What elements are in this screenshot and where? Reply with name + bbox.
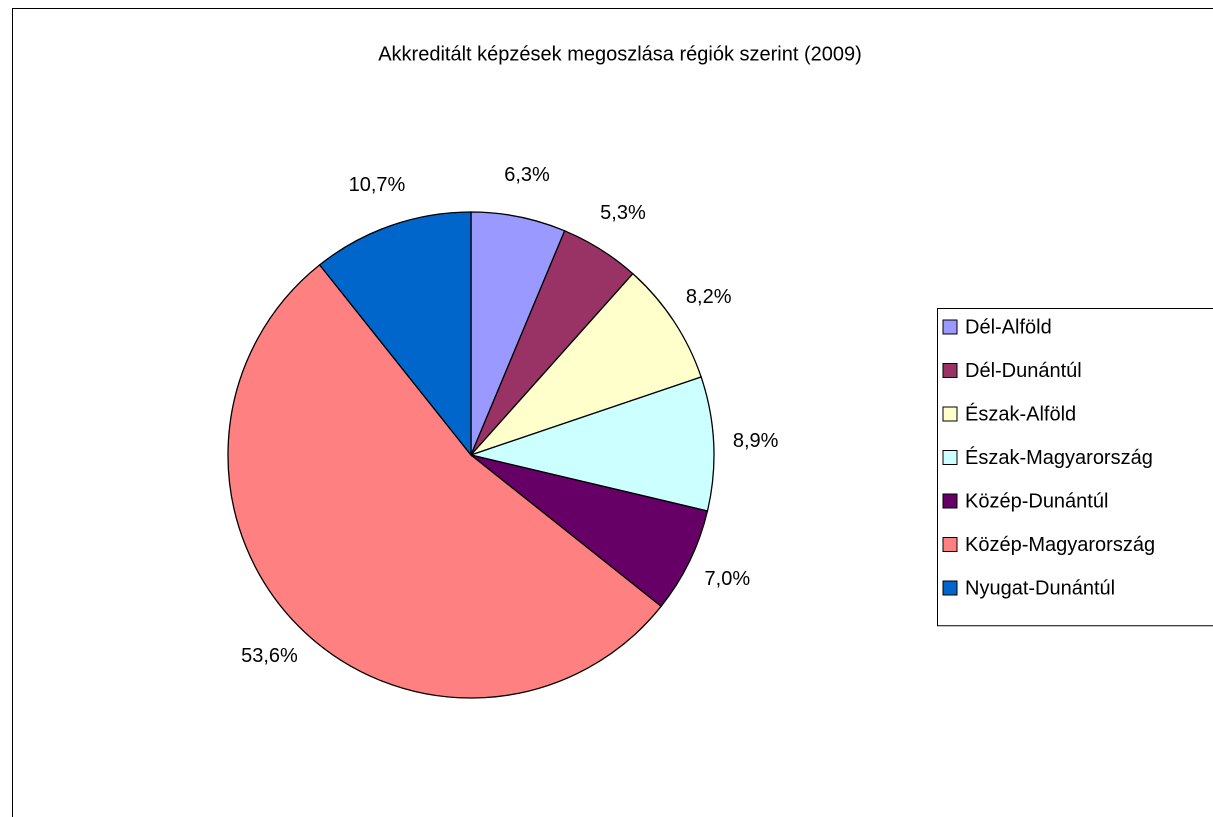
data-label: 5,3% [600, 202, 646, 224]
data-label: 53,6% [241, 645, 298, 667]
pie-slice [468, 272, 702, 457]
pie-slice [227, 263, 663, 699]
data-label: 7,0% [705, 568, 751, 590]
legend-swatch [942, 450, 958, 465]
legend-label: Dél-Alföld [965, 316, 1052, 338]
legend-label: Nyugat-Dunántúl [965, 577, 1115, 599]
legend-swatch [942, 493, 958, 509]
pie-slice [468, 376, 715, 512]
chart-title: Akkreditált képzések megoszlása régiók s… [378, 43, 862, 65]
data-label: 8,9% [733, 430, 779, 452]
data-label: 8,2% [686, 286, 732, 308]
legend-label: Közép-Dunántúl [965, 490, 1108, 512]
legend-label: Dél-Dunántúl [965, 360, 1082, 382]
legend-box [937, 308, 1213, 627]
pie-slice [470, 454, 709, 608]
legend-swatch [942, 363, 958, 378]
legend-swatch [942, 319, 958, 335]
legend-swatch [942, 537, 958, 552]
legend-swatch [942, 406, 958, 422]
legend-swatch [942, 580, 958, 596]
data-label: 10,7% [349, 174, 406, 196]
legend-label: Észak-Alföld [965, 402, 1076, 425]
legend-label: Közép-Magyarország [965, 534, 1155, 556]
data-label: 6,3% [504, 164, 550, 186]
pie-slice [318, 211, 472, 457]
legend-label: Észak-Magyarország [965, 446, 1153, 469]
